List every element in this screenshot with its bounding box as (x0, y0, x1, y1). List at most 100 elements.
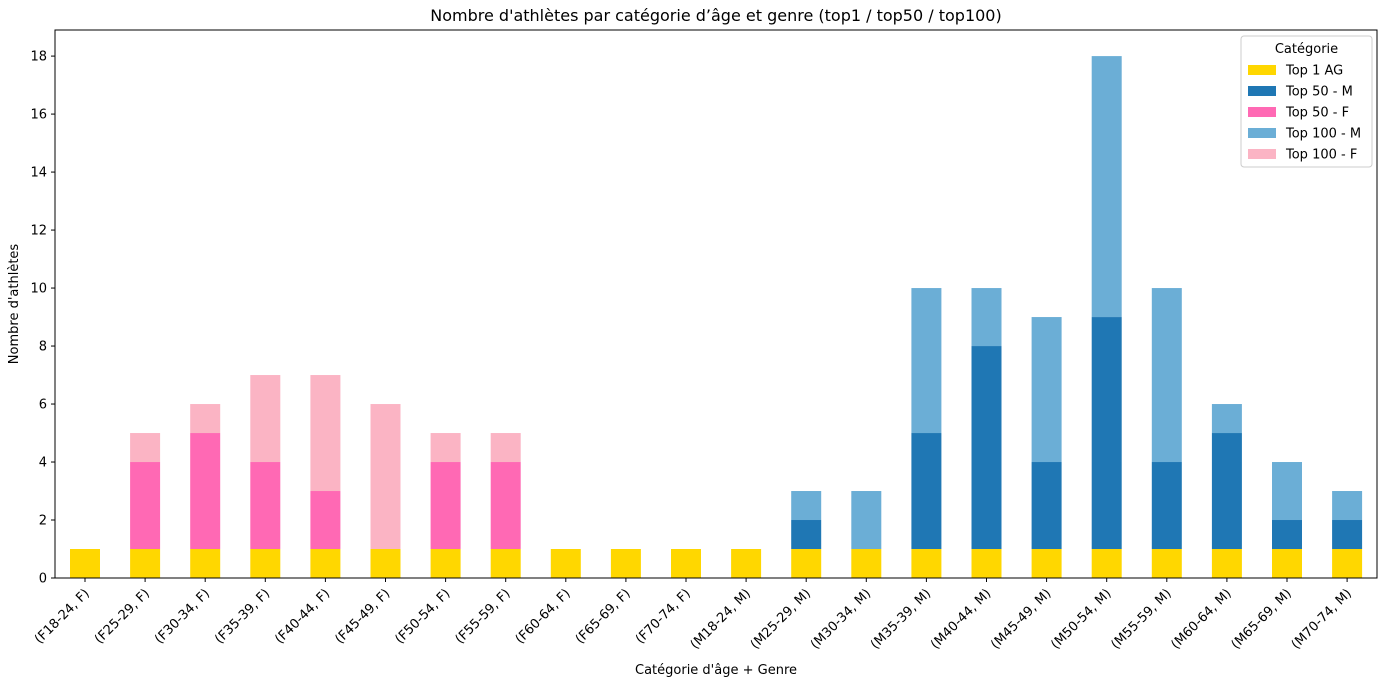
y-axis: 0 2 4 6 8 10 12 14 16 18 (30, 50, 55, 587)
y-tick-label: 10 (30, 282, 47, 297)
bar-segment (130, 549, 161, 578)
bar-segment (190, 404, 221, 434)
y-tick-label: 6 (39, 398, 47, 413)
legend-label: Top 50 - M (1285, 85, 1353, 100)
bar-segment (550, 549, 581, 578)
legend-swatch (1248, 86, 1276, 96)
bar-segment (250, 375, 281, 463)
bar-segment (971, 346, 1002, 550)
bar-segment (791, 491, 822, 521)
bar-segment (610, 549, 641, 578)
x-axis-label: Catégorie d'âge + Genre (635, 663, 797, 678)
x-tick-label: (M18-24, M) (688, 586, 754, 652)
bar-segment (791, 549, 822, 578)
legend-swatch (1248, 107, 1276, 117)
legend-label: Top 1 AG (1285, 64, 1343, 79)
legend-swatch (1248, 65, 1276, 75)
bar-segment (1151, 549, 1182, 578)
y-tick-label: 8 (39, 340, 47, 355)
x-tick-label: (M55-59, M) (1108, 586, 1174, 652)
bar-segment (1332, 549, 1363, 578)
y-tick-label: 12 (30, 224, 47, 239)
bar-segment (971, 549, 1002, 578)
bar-segment (430, 462, 461, 550)
bar-segment (310, 549, 341, 578)
x-tick-label: (M70-74, M) (1289, 586, 1355, 652)
bar-segment (430, 549, 461, 578)
bar-segment (911, 549, 942, 578)
bar-segment (370, 404, 401, 550)
x-tick-label: (F40-44, F) (272, 586, 333, 647)
bar-segment (1272, 549, 1302, 578)
bar-segment (250, 549, 281, 578)
bar-segment (1091, 317, 1122, 550)
bar-segment (1031, 549, 1062, 578)
bar-segment (1151, 288, 1182, 463)
bar-segment (851, 549, 882, 578)
bar-segment (791, 520, 822, 550)
bar-segment (1031, 462, 1062, 550)
x-axis: (F18-24, F) (F25-29, F) (F30-34, F) (F35-39… (32, 578, 1355, 652)
y-tick-label: 14 (30, 166, 47, 181)
x-tick-label: (F45-49, F) (332, 586, 393, 647)
bar-segment (490, 549, 521, 578)
y-tick-label: 0 (39, 572, 47, 587)
x-tick-label: (F60-64, F) (513, 586, 574, 647)
y-tick-label: 4 (39, 456, 47, 471)
plot-frame (54, 29, 1378, 579)
bar-segment (1211, 433, 1242, 550)
bar-segment (490, 433, 521, 463)
x-tick-label: (F30-34, F) (152, 586, 213, 647)
x-tick-label: (M45-49, M) (988, 586, 1054, 652)
x-tick-label: (M25-29, M) (748, 586, 814, 652)
y-tick-label: 18 (30, 50, 47, 65)
bar-segment (1272, 462, 1302, 521)
bar-segment (1332, 491, 1363, 521)
x-tick-label: (M30-34, M) (808, 586, 874, 652)
bar-segment (911, 433, 942, 550)
legend-swatch (1248, 128, 1276, 138)
bar-segment (1091, 56, 1122, 318)
x-tick-label: (F70-74, F) (633, 586, 694, 647)
x-tick-label: (M60-64, M) (1169, 586, 1235, 652)
bar-segment (731, 549, 762, 578)
bar-segment (130, 433, 161, 463)
bar-segment (250, 462, 281, 550)
legend-swatch (1248, 149, 1276, 159)
bars-layer (70, 56, 1363, 578)
legend-title: Catégorie (1275, 42, 1338, 57)
bar-segment (1091, 549, 1122, 578)
bar-segment (851, 491, 882, 550)
legend-label: Top 100 - F (1285, 148, 1357, 163)
x-tick-label: (F18-24, F) (32, 586, 93, 647)
y-tick-label: 16 (30, 108, 47, 123)
bar-segment (70, 549, 100, 578)
bar-segment (1211, 549, 1242, 578)
bar-segment (1031, 317, 1062, 463)
bar-segment (1332, 520, 1363, 550)
x-tick-label: (F25-29, F) (92, 586, 153, 647)
bar-segment (370, 549, 401, 578)
bar-segment (190, 433, 221, 550)
legend-label: Top 50 - F (1285, 106, 1349, 121)
bar-segment (671, 549, 701, 578)
y-axis-label: Nombre d'athlètes (7, 244, 22, 365)
legend: Catégorie Top 1 AG Top 50 - M Top 50 - F To… (1240, 35, 1373, 168)
x-tick-label: (F65-69, F) (573, 586, 634, 647)
x-tick-label: (M65-69, M) (1229, 586, 1295, 652)
legend-label: Top 100 - M (1285, 127, 1361, 142)
x-tick-label: (F55-59, F) (453, 586, 514, 647)
chart-title: Nombre d'athlètes par catégorie d’âge et… (430, 6, 1001, 25)
x-tick-label: (F50-54, F) (393, 586, 454, 647)
x-tick-label: (M40-44, M) (928, 586, 994, 652)
bar-segment (1151, 462, 1182, 550)
x-tick-label: (F35-39, F) (212, 586, 273, 647)
bar-segment (1272, 520, 1302, 550)
bar-segment (490, 462, 521, 550)
y-tick-label: 2 (39, 514, 47, 529)
bar-segment (430, 433, 461, 463)
bar-segment (310, 375, 341, 492)
x-tick-label: (M50-54, M) (1048, 586, 1114, 652)
bar-segment (130, 462, 161, 550)
bar-segment (911, 288, 942, 434)
